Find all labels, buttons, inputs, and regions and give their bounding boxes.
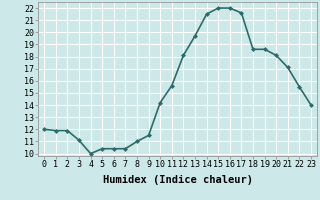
X-axis label: Humidex (Indice chaleur): Humidex (Indice chaleur)	[103, 175, 252, 185]
